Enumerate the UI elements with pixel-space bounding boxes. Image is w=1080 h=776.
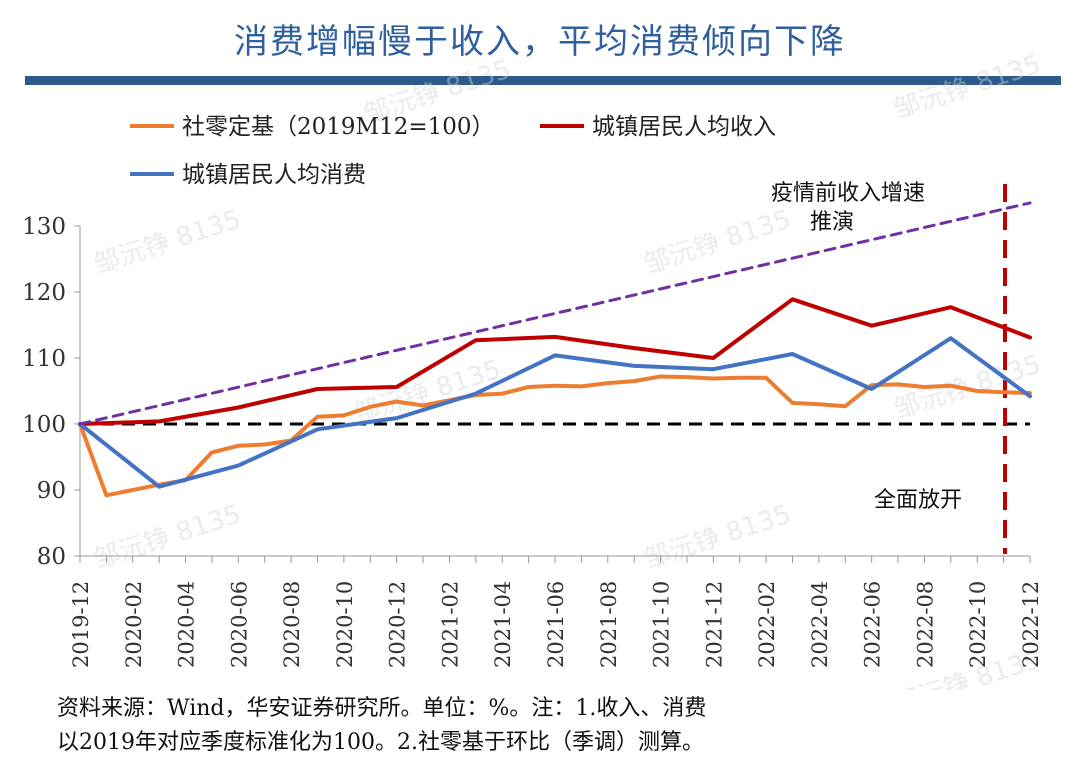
watermark-text: 邹沅铮 8135 <box>640 205 794 281</box>
x-tick-label: 2020-02 <box>122 581 146 668</box>
watermark-text: 邹沅铮 8135 <box>890 50 1044 126</box>
y-tick-label: 90 <box>37 478 66 504</box>
x-tick-label: 2020-12 <box>386 581 410 668</box>
series-line-retail <box>78 374 1032 498</box>
y-tick-label: 120 <box>22 280 66 306</box>
legend-label-consumption: 城镇居民人均消费 <box>182 162 366 188</box>
line-chart: 邹沅铮 8135 邹沅铮 8135 邹沅铮 8135 邹沅铮 8135 邹沅铮 8135… <box>22 50 1045 690</box>
chart-legend: 社零定基（2019M12=100） 城镇居民人均收入 城镇居民人均消费 <box>130 114 776 188</box>
chart-series <box>78 184 1032 554</box>
source-note: 资料来源：Wind，华安证券研究所。单位：%。注：1.收入、消费 以2019年对… <box>57 692 1057 760</box>
y-tick-label: 80 <box>37 544 66 570</box>
x-tick-label: 2021-08 <box>597 581 621 668</box>
series-line-consumption <box>78 336 1032 489</box>
annotation-projection-line2: 推演 <box>810 210 854 235</box>
x-tick-label: 2020-08 <box>280 581 304 668</box>
annotation-projection-line1: 疫情前收入增速 <box>771 181 925 206</box>
x-tick-label: 2021-12 <box>702 581 726 668</box>
x-tick-label: 2022-04 <box>808 581 832 668</box>
source-note-line-1: 资料来源：Wind，华安证券研究所。单位：%。注：1.收入、消费 <box>57 696 707 721</box>
watermark-text: 邹沅铮 8135 <box>90 500 244 576</box>
x-tick-label: 2022-08 <box>913 581 937 668</box>
watermark-text: 邹沅铮 8135 <box>90 205 244 281</box>
source-note-line-2: 以2019年对应季度标准化为100。2.社零基于环比（季调）测算。 <box>57 730 704 755</box>
x-tick-label: 2019-12 <box>69 581 93 668</box>
x-tick-label: 2022-06 <box>861 581 885 668</box>
series-line-income <box>78 297 1032 426</box>
chart-axes: 80 90 100 110 120 130 2019-12 2020-02 2020-04 202… <box>22 214 1043 668</box>
x-tick-label: 2020-04 <box>175 581 199 668</box>
watermark-text: 邹沅铮 8135 <box>640 500 794 576</box>
y-tick-label: 100 <box>22 412 66 438</box>
chart-title: 消费增幅慢于收入，平均消费倾向下降 <box>234 22 846 62</box>
x-tick-label: 2020-10 <box>333 581 357 668</box>
x-tick-label: 2020-06 <box>227 581 251 668</box>
legend-label-income: 城镇居民人均收入 <box>592 114 776 140</box>
x-tick-label: 2021-10 <box>650 581 674 668</box>
y-tick-label: 130 <box>22 214 66 240</box>
annotation-reopen: 全面放开 <box>874 488 962 513</box>
legend-label-retail: 社零定基（2019M12=100） <box>182 114 495 140</box>
x-tick-label: 2022-02 <box>755 581 779 668</box>
x-tick-label: 2022-10 <box>966 581 990 668</box>
x-tick-label: 2022-12 <box>1019 581 1043 668</box>
x-tick-label: 2021-02 <box>438 581 462 668</box>
y-tick-label: 110 <box>22 346 66 372</box>
x-tick-label: 2021-04 <box>491 581 515 668</box>
x-tick-label: 2021-06 <box>544 581 568 668</box>
series-line-projection <box>78 201 1032 426</box>
title-underline-bar <box>25 76 1061 85</box>
